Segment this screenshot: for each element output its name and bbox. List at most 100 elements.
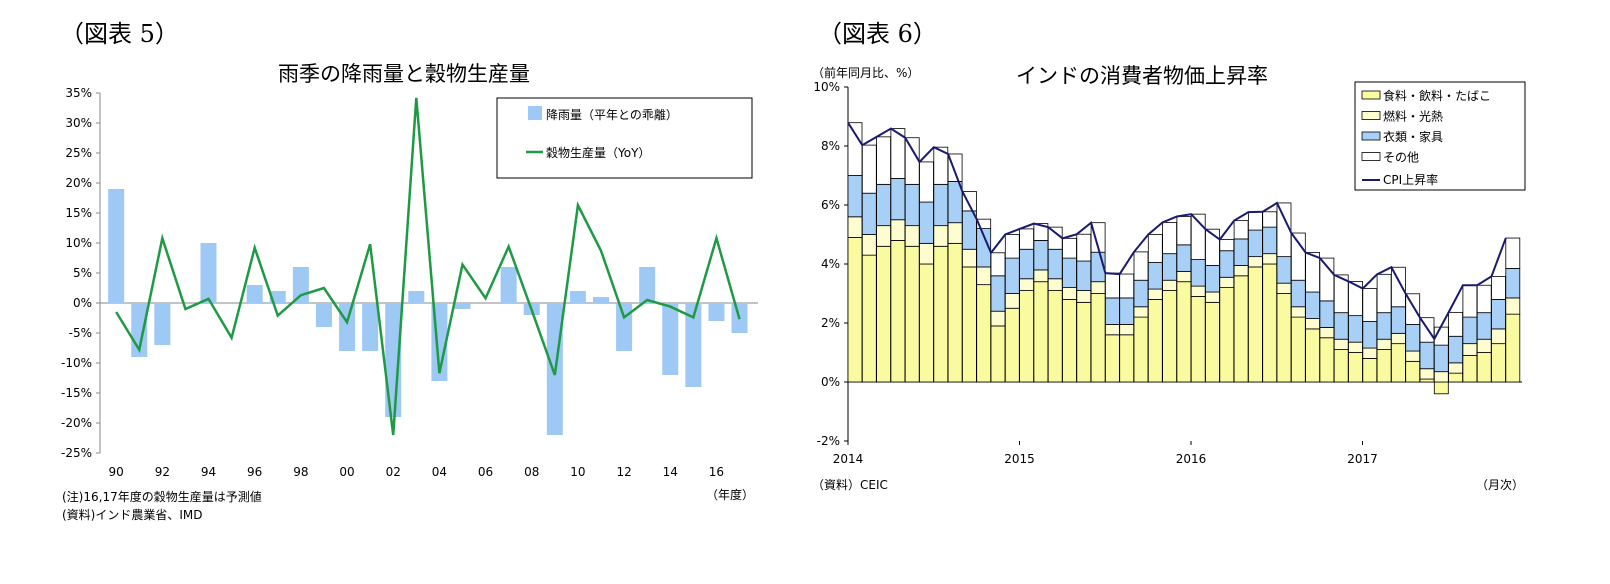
fuel-bar xyxy=(1090,281,1106,294)
clothing-bar xyxy=(1290,279,1306,308)
fuel-bar xyxy=(1004,293,1020,309)
x-tick-label: 02 xyxy=(386,465,401,479)
legend-rainfall-label: 降雨量（平年との乖離） xyxy=(546,108,678,122)
fuel-bar xyxy=(1147,288,1163,300)
other-bar xyxy=(1362,288,1378,322)
food-bar xyxy=(1147,298,1163,383)
other-bar xyxy=(976,218,992,230)
food-bar xyxy=(1176,281,1192,383)
food-bar xyxy=(1162,290,1177,383)
clothing-bar xyxy=(1133,279,1149,308)
clothing-bar xyxy=(1047,248,1063,280)
food-bar xyxy=(976,284,992,383)
fuel-bar xyxy=(1033,269,1049,283)
clothing-bar xyxy=(904,183,920,227)
fuel-bar xyxy=(1462,343,1478,356)
y-tick-label: -2% xyxy=(817,434,840,448)
clothing-bar xyxy=(1004,257,1020,294)
fuel-bar xyxy=(847,216,863,238)
fuel-bar xyxy=(1348,341,1363,353)
clothing-bar xyxy=(1105,297,1120,325)
grain-production-line xyxy=(115,97,741,436)
rainfall-bar xyxy=(639,267,656,303)
x-tick-label: 06 xyxy=(478,465,493,479)
fuel-bar xyxy=(1448,362,1463,374)
food-bar xyxy=(1376,349,1392,383)
fuel-bar xyxy=(1433,371,1449,383)
legend-label: その他 xyxy=(1383,151,1419,165)
food-bar xyxy=(1505,313,1521,383)
rainfall-bar xyxy=(500,267,517,303)
fuel-bar xyxy=(933,225,949,247)
legend-swatch xyxy=(1361,152,1381,161)
rainfall-bar xyxy=(569,291,586,303)
clothing-bar xyxy=(1076,260,1092,291)
clothing-bar xyxy=(1462,316,1478,345)
x-tick-label: 00 xyxy=(339,465,354,479)
food-bar xyxy=(947,242,963,383)
food-bar xyxy=(1305,328,1320,383)
clothing-bar xyxy=(1262,226,1278,255)
left-x-unit: （年度） xyxy=(706,488,755,502)
clothing-bar xyxy=(876,183,891,227)
fuel-bar xyxy=(976,266,992,286)
food-bar xyxy=(1348,352,1363,383)
fuel-bar xyxy=(1333,338,1349,350)
y-tick-label: 35% xyxy=(65,86,92,100)
food-bar xyxy=(1076,301,1092,383)
other-bar xyxy=(1019,228,1034,250)
fuel-bar xyxy=(1119,324,1135,336)
fuel-bar xyxy=(919,242,934,265)
food-bar xyxy=(1290,316,1306,383)
other-bar xyxy=(1119,273,1135,299)
food-bar xyxy=(1133,316,1149,383)
x-tick-label: 16 xyxy=(709,465,724,479)
fuel-bar xyxy=(1162,279,1177,291)
clothing-bar xyxy=(1019,248,1034,280)
other-bar xyxy=(1491,275,1506,300)
fuel-bar xyxy=(962,248,977,268)
legend-swatch xyxy=(1361,90,1381,100)
fuel-bar xyxy=(876,225,891,247)
x-tick-label: 10 xyxy=(570,465,585,479)
other-bar xyxy=(1062,237,1077,259)
clothing-bar xyxy=(1505,268,1521,299)
legend-label: 衣類・家具 xyxy=(1383,129,1443,144)
x-tick-label: 12 xyxy=(616,465,631,479)
other-bar xyxy=(1248,211,1263,231)
fuel-bar xyxy=(1276,282,1292,294)
left-chart-title: 雨季の降雨量と穀物生産量 xyxy=(278,62,530,86)
food-bar xyxy=(861,254,877,383)
other-bar xyxy=(990,252,1006,277)
other-bar xyxy=(1219,239,1235,252)
fuel-bar xyxy=(1505,297,1521,315)
food-bar xyxy=(1047,290,1063,383)
x-tick-label: 92 xyxy=(155,465,170,479)
food-bar xyxy=(890,239,906,383)
other-bar xyxy=(1462,284,1478,318)
y-tick-label: -25% xyxy=(61,446,92,460)
food-bar xyxy=(1019,290,1034,383)
clothing-bar xyxy=(847,175,863,218)
right-y-unit: （前年同月比、%） xyxy=(812,66,920,80)
fuel-bar xyxy=(1419,368,1435,380)
x-tick-label: 2016 xyxy=(1176,452,1207,466)
food-bar xyxy=(1004,307,1020,383)
fuel-bar xyxy=(1062,287,1077,300)
clothing-bar xyxy=(1491,298,1506,330)
other-bar xyxy=(1090,222,1106,253)
clothing-bar xyxy=(1376,312,1392,340)
legend-cpi-label: CPI上昇率 xyxy=(1383,172,1438,187)
rainfall-bar xyxy=(408,291,425,303)
y-tick-label: -10% xyxy=(61,356,92,370)
clothing-bar xyxy=(1233,238,1249,266)
fuel-bar xyxy=(1362,347,1378,359)
x-tick-label: 2015 xyxy=(1004,452,1035,466)
y-tick-label: 15% xyxy=(65,206,92,220)
clothing-bar xyxy=(1348,315,1363,343)
food-bar xyxy=(1391,343,1406,383)
food-bar xyxy=(904,245,920,383)
fuel-bar xyxy=(1476,338,1492,353)
food-bar xyxy=(1491,343,1506,383)
